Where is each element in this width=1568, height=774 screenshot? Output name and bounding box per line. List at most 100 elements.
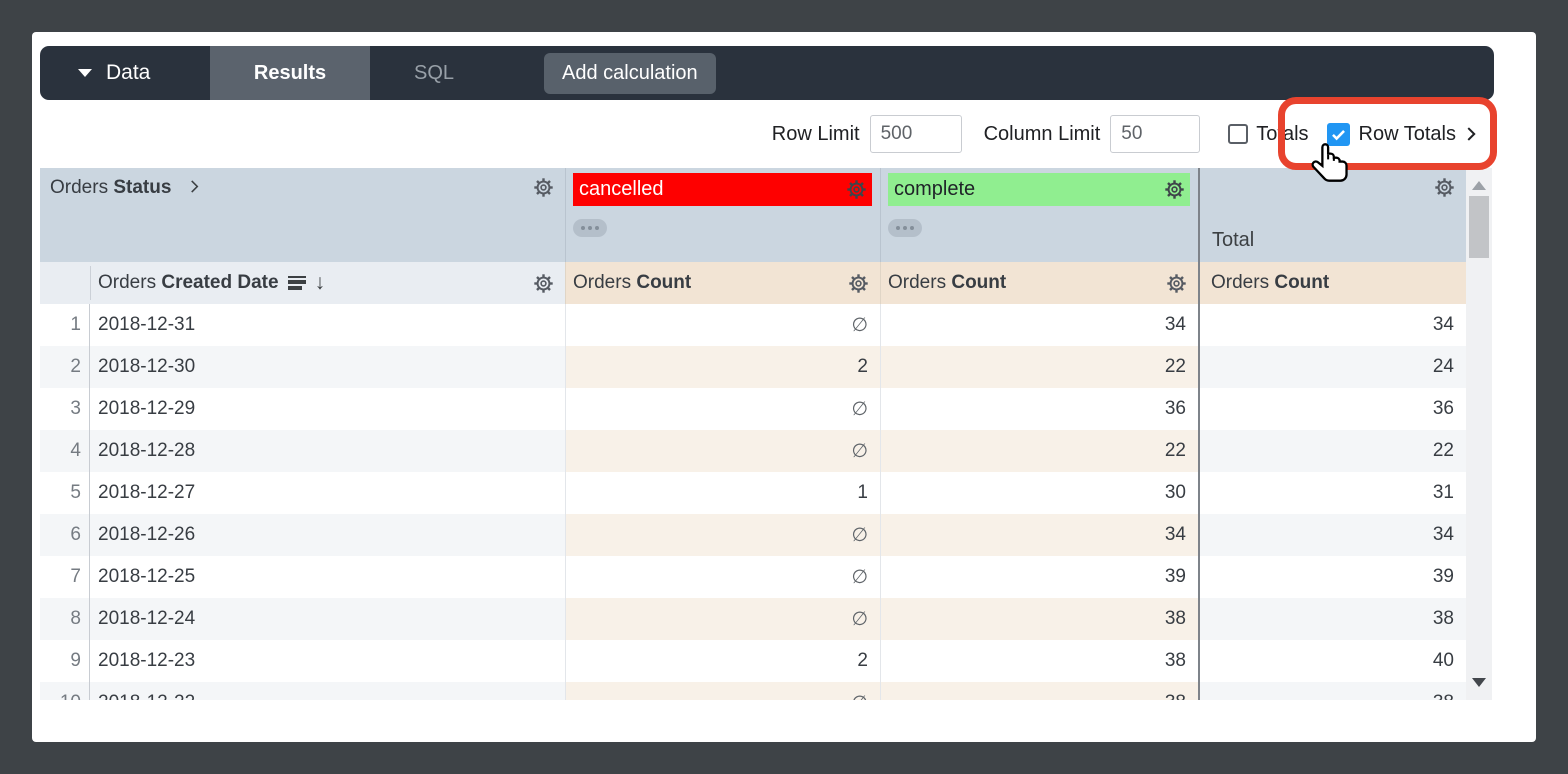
table-row: 3 2018-12-29 ∅ 36 36: [40, 388, 1466, 430]
cancelled-count-cell[interactable]: ∅: [565, 430, 880, 472]
gear-icon[interactable]: [845, 178, 868, 201]
row-number: 2: [40, 346, 90, 388]
expand-ellipsis-button[interactable]: [573, 219, 607, 237]
cancelled-count-cell[interactable]: ∅: [565, 304, 880, 346]
cancelled-count-cell[interactable]: 2: [565, 640, 880, 682]
totals-label: Totals: [1256, 122, 1309, 145]
cancelled-count-cell[interactable]: ∅: [565, 514, 880, 556]
complete-count-cell[interactable]: 38: [880, 682, 1198, 700]
pivot-value-cancelled[interactable]: cancelled: [573, 173, 872, 206]
measure-header-cancelled[interactable]: Orders Count: [565, 262, 880, 304]
date-cell[interactable]: 2018-12-24: [90, 598, 565, 640]
complete-count-cell[interactable]: 39: [880, 556, 1198, 598]
table-row: 9 2018-12-23 2 38 40: [40, 640, 1466, 682]
totals-checkbox[interactable]: [1228, 124, 1249, 144]
tab-sql[interactable]: SQL: [413, 61, 455, 84]
gear-icon[interactable]: [847, 272, 870, 295]
explore-toolbar: Data Results SQL Add calculation: [40, 46, 1494, 100]
gear-icon[interactable]: [532, 176, 555, 199]
cancelled-count-cell[interactable]: ∅: [565, 388, 880, 430]
total-count-cell[interactable]: 34: [1198, 304, 1466, 346]
expand-ellipsis-button[interactable]: [888, 219, 922, 237]
measure-header-total[interactable]: Orders Count: [1198, 262, 1466, 304]
gear-icon[interactable]: [532, 272, 555, 295]
row-number: 1: [40, 304, 90, 346]
total-count-cell[interactable]: 39: [1198, 556, 1466, 598]
table-row: 7 2018-12-25 ∅ 39 39: [40, 556, 1466, 598]
gear-icon[interactable]: [1163, 178, 1186, 201]
row-number: 9: [40, 640, 90, 682]
cancelled-count-cell[interactable]: ∅: [565, 598, 880, 640]
pivot-value-complete[interactable]: complete: [888, 173, 1190, 206]
total-count-cell[interactable]: 38: [1198, 682, 1466, 700]
complete-count-cell[interactable]: 34: [880, 514, 1198, 556]
complete-count-cell[interactable]: 22: [880, 346, 1198, 388]
cancelled-count-cell[interactable]: ∅: [565, 682, 880, 700]
checkmark-icon: [1331, 129, 1345, 140]
complete-count-cell[interactable]: 30: [880, 472, 1198, 514]
row-limit-input[interactable]: [869, 115, 962, 153]
date-cell[interactable]: 2018-12-29: [98, 398, 196, 419]
row-number: 6: [40, 514, 90, 556]
table-row: 6 2018-12-26 ∅ 34 34: [40, 514, 1466, 556]
total-count-cell[interactable]: 36: [1198, 388, 1466, 430]
total-count-cell[interactable]: 40: [1198, 640, 1466, 682]
complete-count-cell[interactable]: 34: [880, 304, 1198, 346]
cancelled-count-cell[interactable]: 2: [565, 346, 880, 388]
sort-desc-arrow-icon[interactable]: ↓: [314, 271, 326, 294]
scrollbar-thumb[interactable]: [1469, 196, 1489, 258]
limits-row: Row Limit Column Limit Totals Row Totals: [40, 100, 1528, 168]
date-cell[interactable]: 2018-12-27: [98, 482, 196, 503]
table-row: 5 2018-12-27 1 30 31: [40, 472, 1466, 514]
column-limit-input[interactable]: [1110, 115, 1201, 153]
scroll-up-arrow-icon[interactable]: [1472, 181, 1486, 190]
gear-icon[interactable]: [1433, 176, 1456, 199]
row-totals-checkbox[interactable]: [1326, 122, 1350, 146]
tab-results[interactable]: Results: [210, 46, 370, 100]
table-row: 2 2018-12-30 2 22 24: [40, 346, 1466, 388]
date-cell[interactable]: 2018-12-23: [98, 650, 196, 671]
date-cell[interactable]: 2018-12-26: [90, 514, 565, 556]
date-cell[interactable]: 2018-12-22: [90, 682, 565, 700]
cancelled-count-cell[interactable]: 1: [565, 472, 880, 514]
date-cell[interactable]: 2018-12-31: [98, 314, 196, 335]
measure-header-complete[interactable]: Orders Count: [880, 262, 1198, 304]
date-cell[interactable]: 2018-12-30: [90, 346, 565, 388]
total-count-cell[interactable]: 38: [1198, 598, 1466, 640]
pivot-col-total: Total: [1198, 168, 1466, 262]
gear-icon[interactable]: [1165, 272, 1188, 295]
total-count-cell[interactable]: 31: [1198, 472, 1466, 514]
pivot-field-header[interactable]: Orders Status: [40, 168, 565, 262]
complete-count-cell[interactable]: 22: [880, 430, 1198, 472]
row-field-header[interactable]: Orders Created Date ↓: [40, 262, 565, 304]
measure-prefix: Orders: [573, 272, 632, 293]
chevron-right-icon[interactable]: [1460, 123, 1482, 145]
pivot-header-row: Orders Status cancelled complete: [40, 168, 1466, 262]
complete-count-cell[interactable]: 38: [880, 640, 1198, 682]
date-cell[interactable]: 2018-12-25: [98, 566, 196, 587]
cancelled-count-cell[interactable]: ∅: [565, 556, 880, 598]
pivot-col-complete: complete: [880, 168, 1198, 262]
complete-count-cell[interactable]: 36: [880, 388, 1198, 430]
add-calculation-button[interactable]: Add calculation: [544, 52, 716, 94]
results-table: Orders Status cancelled complete: [40, 168, 1466, 700]
date-cell[interactable]: 2018-12-28: [90, 430, 565, 472]
row-number: 8: [40, 598, 90, 640]
table-row: 10 2018-12-22 ∅ 38 38: [40, 682, 1466, 700]
vertical-scrollbar[interactable]: [1466, 168, 1492, 700]
total-count-cell[interactable]: 34: [1198, 514, 1466, 556]
measure-name: Count: [951, 272, 1007, 293]
data-section-toggle[interactable]: Data: [40, 46, 210, 100]
chevron-right-icon[interactable]: [185, 177, 204, 196]
data-label: Data: [106, 61, 151, 84]
row-number: 5: [40, 472, 90, 514]
total-count-cell[interactable]: 22: [1198, 430, 1466, 472]
table-row: 4 2018-12-28 ∅ 22 22: [40, 430, 1466, 472]
scroll-down-arrow-icon[interactable]: [1472, 678, 1486, 687]
table-body: 1 2018-12-31 ∅ 34 34 2 2018-12-30 2 22 2…: [40, 304, 1466, 700]
total-count-cell[interactable]: 24: [1198, 346, 1466, 388]
complete-count-cell[interactable]: 38: [880, 598, 1198, 640]
row-totals-group: Row Totals: [1326, 122, 1482, 146]
subtotal-icon[interactable]: [287, 276, 306, 290]
